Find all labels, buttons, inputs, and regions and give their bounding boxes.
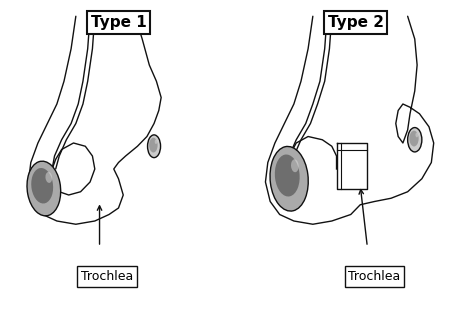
Text: Type 2: Type 2 [328,15,383,30]
Text: Trochlea: Trochlea [348,270,401,283]
Ellipse shape [410,131,419,147]
Ellipse shape [275,154,300,197]
Ellipse shape [147,135,161,158]
Ellipse shape [46,172,52,183]
Ellipse shape [270,147,308,211]
Ellipse shape [408,127,422,152]
Ellipse shape [291,159,299,172]
Ellipse shape [415,132,419,137]
Text: Type 1: Type 1 [91,15,146,30]
Ellipse shape [155,139,157,144]
Text: Trochlea: Trochlea [81,270,133,283]
Ellipse shape [27,161,61,216]
Ellipse shape [149,138,158,152]
Ellipse shape [31,168,53,203]
